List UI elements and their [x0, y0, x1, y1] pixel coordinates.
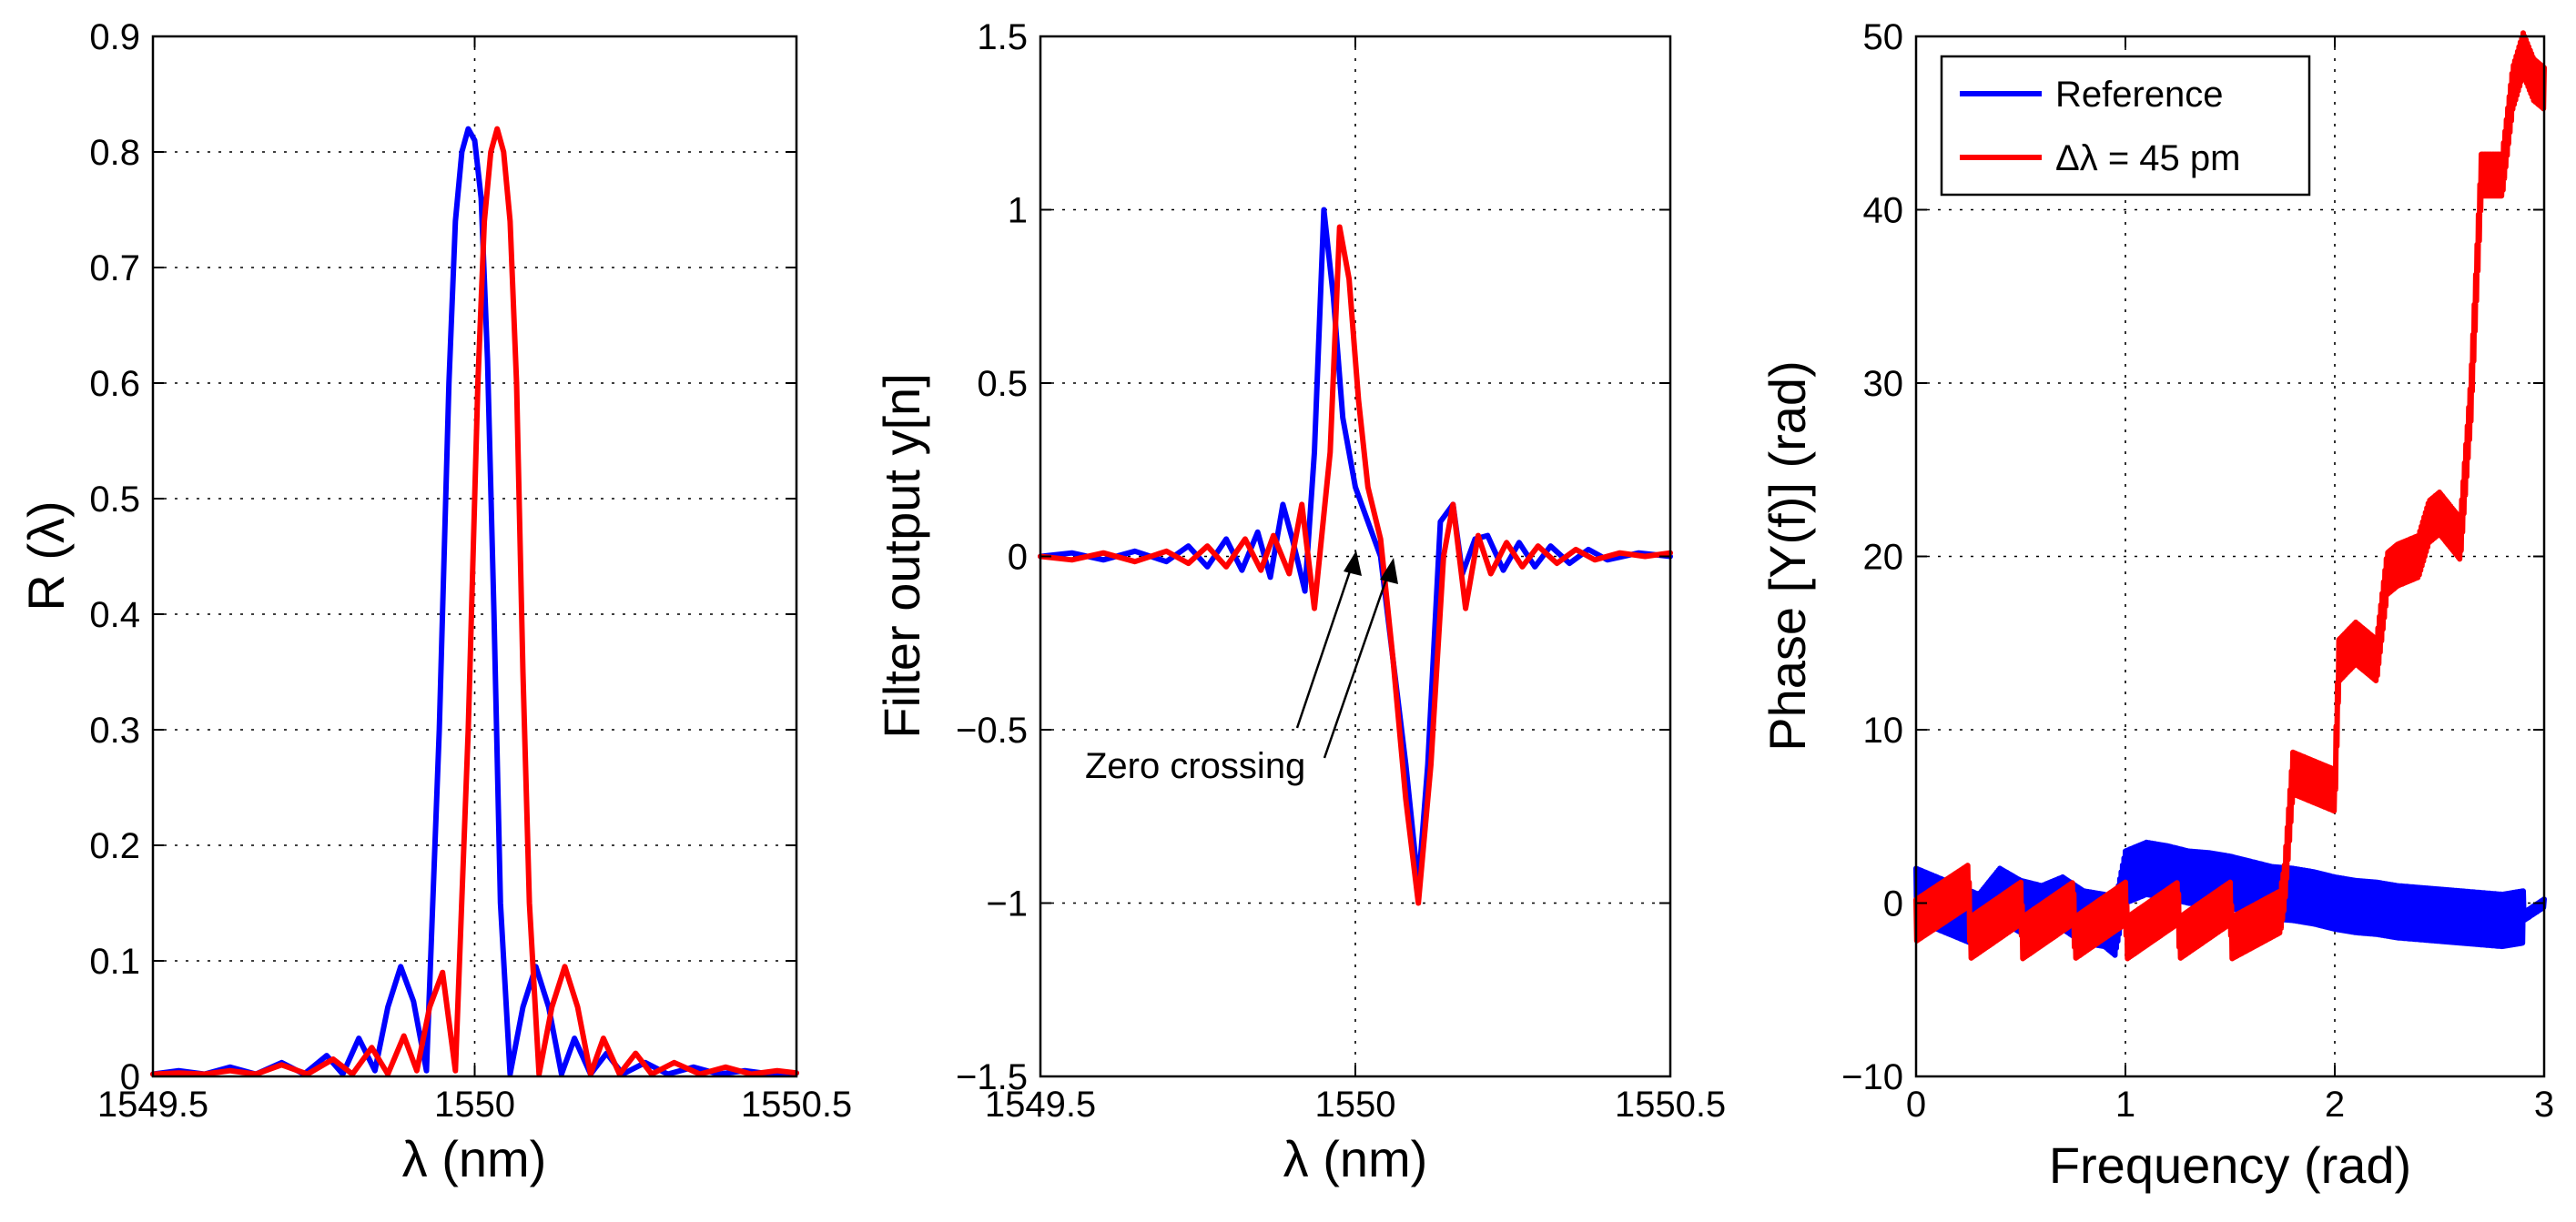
reflectance-ytick-label: 0.2	[89, 826, 140, 866]
reflectance-xlabel: λ (nm)	[402, 1130, 547, 1187]
phase-ytick-label: 50	[1863, 17, 1904, 57]
filter-output-ytick-label: −1	[986, 884, 1028, 924]
reflectance-ytick-label: 0.1	[89, 942, 140, 982]
phase-ytick-label: 40	[1863, 191, 1904, 231]
phase-ytick-label: 10	[1863, 711, 1904, 751]
phase-ytick-label: 30	[1863, 364, 1904, 404]
phase-ylabel: Phase [Y(f)] (rad)	[1759, 360, 1816, 751]
filter-output-ytick-label: 0.5	[977, 364, 1028, 404]
reflectance-series-reference	[150, 126, 799, 1077]
legend: Reference Δλ = 45 pm	[1940, 55, 2311, 197]
phase-series-shifted	[1913, 30, 2547, 962]
filter-output-xtick-label: 1550.5	[1615, 1085, 1726, 1125]
zero-crossing-arrowhead-1	[1344, 550, 1362, 576]
filter-output-xlabel: λ (nm)	[1283, 1130, 1428, 1187]
phase-xtick-label: 0	[1906, 1085, 1926, 1125]
reflectance-ytick-label: 0.7	[89, 248, 140, 288]
reflectance-ytick-label: 0.8	[89, 133, 140, 173]
filter-output-ytick-label: 0	[1008, 538, 1028, 578]
reflectance-xtick-label: 1549.5	[97, 1085, 208, 1125]
legend-box	[1940, 55, 2311, 197]
legend-shifted-label: Δλ = 45 pm	[2055, 138, 2240, 178]
phase-ytick-label: 0	[1883, 884, 1903, 924]
phase-ytick-label: 20	[1863, 538, 1904, 578]
phase-xlabel: Frequency (rad)	[2049, 1136, 2411, 1194]
reflectance-ytick-label: 0	[120, 1057, 140, 1097]
reflectance-ylabel: R (λ)	[17, 500, 75, 611]
zero-crossing-arrow-2	[1323, 565, 1393, 759]
reflectance-panel: 1549.5 1550 1550.5 0 0.1 0.2 0.3 0.4 0.5 0.6 0.7 0.…	[17, 17, 852, 1187]
filter-output-ytick-label: −1.5	[956, 1057, 1028, 1097]
filter-output-ylabel: Filter output y[n]	[873, 373, 930, 739]
filter-output-series-shifted	[1038, 224, 1673, 906]
reflectance-ytick-label: 0.6	[89, 364, 140, 404]
legend-reference-label: Reference	[2055, 75, 2224, 115]
filter-output-panel: 1549.5 1550 1550.5 −1.5 −1 −0.5 0 0.5 1 1.5 λ (nm…	[873, 17, 1726, 1187]
reflectance-xtick-label: 1550.5	[741, 1085, 852, 1125]
zero-crossing-arrowhead-2	[1380, 558, 1398, 584]
filter-output-ytick-label: −0.5	[956, 711, 1028, 751]
filter-output-xtick-label: 1550	[1315, 1085, 1396, 1125]
reflectance-xtick-label: 1550	[434, 1085, 515, 1125]
reflectance-ytick-label: 0.4	[89, 595, 140, 635]
zero-crossing-arrow-1	[1295, 557, 1356, 729]
phase-ytick-label: −10	[1841, 1057, 1903, 1097]
reflectance-series-shifted	[150, 126, 799, 1077]
reflectance-ytick-label: 0.9	[89, 17, 140, 57]
phase-xtick-label: 2	[2325, 1085, 2345, 1125]
reflectance-ytick-label: 0.5	[89, 480, 140, 520]
filter-output-xtick-label: 1549.5	[985, 1085, 1096, 1125]
filter-output-ytick-label: 1.5	[977, 17, 1028, 57]
reflectance-ytick-label: 0.3	[89, 711, 140, 751]
phase-xtick-label: 1	[2115, 1085, 2135, 1125]
zero-crossing-label: Zero crossing	[1085, 746, 1305, 786]
zero-crossing-annotation: Zero crossing	[1085, 550, 1398, 786]
filter-output-ytick-label: 1	[1008, 191, 1028, 231]
phase-xtick-label: 3	[2534, 1085, 2554, 1125]
